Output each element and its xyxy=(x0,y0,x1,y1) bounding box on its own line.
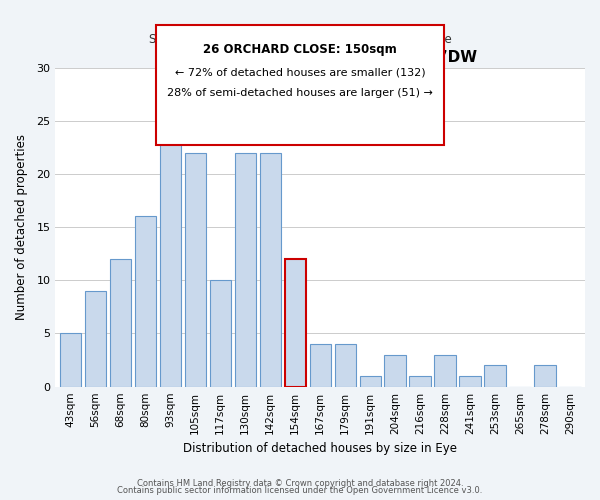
Text: Size of property relative to detached houses in Eye: Size of property relative to detached ho… xyxy=(149,32,451,46)
X-axis label: Distribution of detached houses by size in Eye: Distribution of detached houses by size … xyxy=(183,442,457,455)
Bar xyxy=(434,355,456,386)
Bar xyxy=(134,216,156,386)
Bar xyxy=(85,291,106,386)
Bar xyxy=(185,152,206,386)
Bar xyxy=(484,366,506,386)
Bar xyxy=(59,334,81,386)
Bar xyxy=(385,355,406,386)
Bar xyxy=(335,344,356,387)
Text: ← 72% of detached houses are smaller (132): ← 72% of detached houses are smaller (13… xyxy=(175,68,425,78)
Bar xyxy=(310,344,331,387)
Text: 28% of semi-detached houses are larger (51) →: 28% of semi-detached houses are larger (… xyxy=(167,88,433,98)
Bar xyxy=(284,259,306,386)
Bar xyxy=(209,280,231,386)
Title: 26, ORCHARD CLOSE, EYE, IP23 7DW: 26, ORCHARD CLOSE, EYE, IP23 7DW xyxy=(163,50,477,65)
Text: Contains public sector information licensed under the Open Government Licence v3: Contains public sector information licen… xyxy=(118,486,482,495)
Text: 26 ORCHARD CLOSE: 150sqm: 26 ORCHARD CLOSE: 150sqm xyxy=(203,42,397,56)
Bar xyxy=(359,376,381,386)
Y-axis label: Number of detached properties: Number of detached properties xyxy=(15,134,28,320)
Bar xyxy=(535,366,556,386)
Text: Contains HM Land Registry data © Crown copyright and database right 2024.: Contains HM Land Registry data © Crown c… xyxy=(137,478,463,488)
Bar xyxy=(110,259,131,386)
Bar xyxy=(235,152,256,386)
Bar xyxy=(160,142,181,386)
Bar xyxy=(460,376,481,386)
Bar xyxy=(409,376,431,386)
Bar xyxy=(260,152,281,386)
